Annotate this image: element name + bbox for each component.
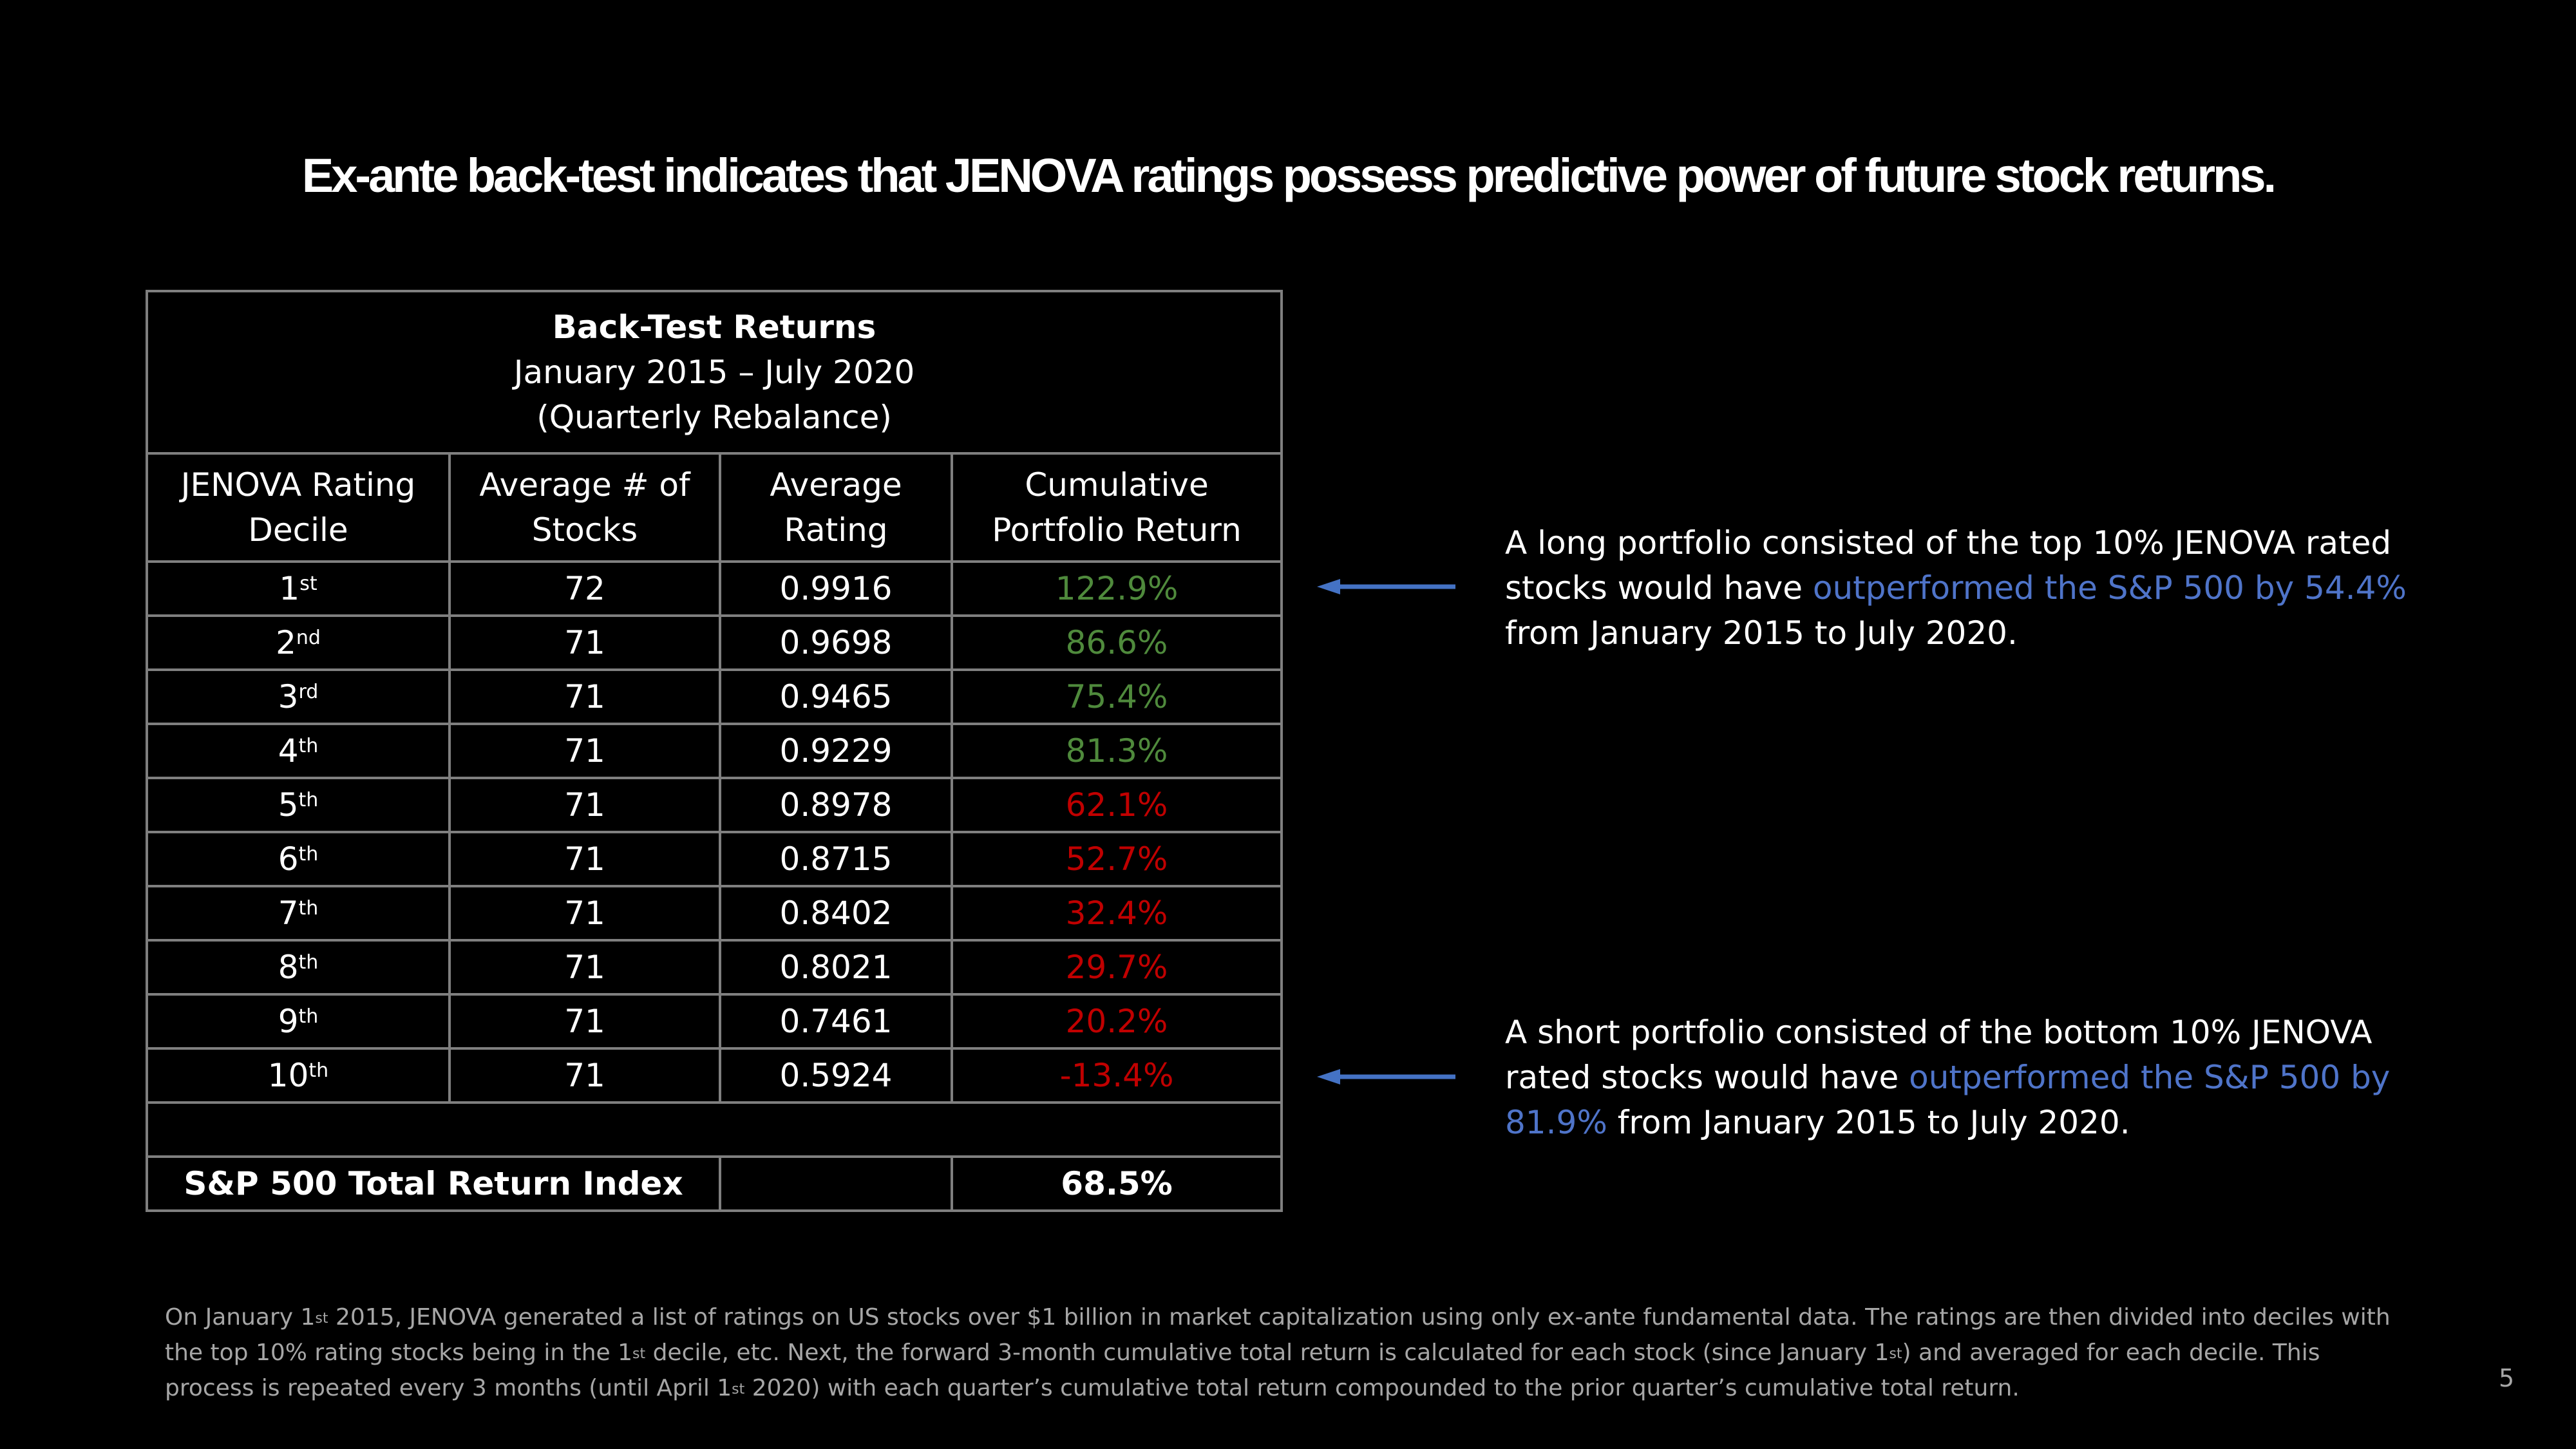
table-heading: Back-Test Returns bbox=[552, 308, 876, 346]
stocks-cell: 71 bbox=[448, 1047, 721, 1104]
benchmark-empty-cell bbox=[719, 1155, 953, 1212]
decile-cell: 6th bbox=[146, 831, 451, 887]
return-cell: 75.4% bbox=[950, 668, 1283, 725]
return-cell: 62.1% bbox=[950, 777, 1283, 833]
back-test-table: Back-Test Returns January 2015 – July 20… bbox=[145, 290, 1283, 1212]
return-cell: 20.2% bbox=[950, 993, 1283, 1050]
decile-cell: 10th bbox=[146, 1047, 451, 1104]
table-row: 9th 71 0.7461 20.2% bbox=[146, 993, 1283, 1050]
decile-cell: 4th bbox=[146, 723, 451, 779]
table-row: 3rd 71 0.9465 75.4% bbox=[146, 668, 1283, 725]
rating-cell: 0.8715 bbox=[719, 831, 953, 887]
short-portfolio-note: A short portfolio consisted of the botto… bbox=[1505, 1014, 2391, 1141]
decile-cell: 9th bbox=[146, 993, 451, 1050]
table-heading-cell: Back-Test Returns January 2015 – July 20… bbox=[145, 290, 1283, 455]
rating-cell: 0.9229 bbox=[719, 723, 953, 779]
table-row: 6th 71 0.8715 52.7% bbox=[146, 831, 1283, 887]
benchmark-row: S&P 500 Total Return Index 68.5% bbox=[146, 1155, 1283, 1212]
col-header-rating: Average Rating bbox=[719, 452, 953, 563]
decile-cell: 8th bbox=[146, 939, 451, 996]
arrow-left-icon bbox=[1317, 1069, 1455, 1084]
rating-cell: 0.9698 bbox=[719, 614, 953, 671]
rating-cell: 0.8402 bbox=[719, 885, 953, 942]
table-row: 4th 71 0.9229 81.3% bbox=[146, 723, 1283, 779]
table-row: 1st 72 0.9916 122.9% bbox=[146, 560, 1283, 617]
return-cell: 52.7% bbox=[950, 831, 1283, 887]
stocks-cell: 72 bbox=[448, 560, 721, 617]
table-row: 10th 71 0.5924 -13.4% bbox=[146, 1047, 1283, 1104]
decile-cell: 5th bbox=[146, 777, 451, 833]
methodology-footnote: On January 1st 2015, JENOVA generated a … bbox=[165, 1304, 2391, 1401]
rating-cell: 0.9916 bbox=[719, 560, 953, 617]
return-cell: 122.9% bbox=[950, 560, 1283, 617]
stocks-cell: 71 bbox=[448, 939, 721, 996]
table-row: 5th 71 0.8978 62.1% bbox=[146, 777, 1283, 833]
stocks-cell: 71 bbox=[448, 993, 721, 1050]
stocks-cell: 71 bbox=[448, 614, 721, 671]
return-cell: 86.6% bbox=[950, 614, 1283, 671]
decile-cell: 7th bbox=[146, 885, 451, 942]
slide-title: Ex-ante back-test indicates that JENOVA … bbox=[301, 149, 2277, 202]
stocks-cell: 71 bbox=[448, 777, 721, 833]
return-cell: -13.4% bbox=[950, 1047, 1283, 1104]
long-portfolio-note: A long portfolio consisted of the top 10… bbox=[1505, 524, 2407, 652]
long-outperformance-highlight: outperformed the S&P 500 by 54.4% bbox=[1812, 569, 2407, 607]
rating-cell: 0.8021 bbox=[719, 939, 953, 996]
col-header-decile: JENOVA Rating Decile bbox=[146, 452, 451, 563]
table-period: January 2015 – July 2020 bbox=[513, 354, 915, 391]
arrow-left-icon bbox=[1317, 579, 1455, 594]
col-header-stocks: Average # of Stocks bbox=[448, 452, 721, 563]
stocks-cell: 71 bbox=[448, 831, 721, 887]
return-cell: 29.7% bbox=[950, 939, 1283, 996]
page-number: 5 bbox=[2499, 1364, 2515, 1392]
rating-cell: 0.5924 bbox=[719, 1047, 953, 1104]
decile-cell: 1st bbox=[146, 560, 451, 617]
short-outperformance-highlight: outperformed the S&P 500 by bbox=[1909, 1059, 2391, 1096]
return-cell: 32.4% bbox=[950, 885, 1283, 942]
spacer-row bbox=[145, 1101, 1283, 1158]
stocks-cell: 71 bbox=[448, 723, 721, 779]
col-header-return: Cumulative Portfolio Return bbox=[950, 452, 1283, 563]
stocks-cell: 71 bbox=[448, 885, 721, 942]
benchmark-label: S&P 500 Total Return Index bbox=[146, 1155, 721, 1212]
rating-cell: 0.7461 bbox=[719, 993, 953, 1050]
table-rebalance: (Quarterly Rebalance) bbox=[536, 399, 892, 436]
return-cell: 81.3% bbox=[950, 723, 1283, 779]
benchmark-value: 68.5% bbox=[950, 1155, 1283, 1212]
table-row: 2nd 71 0.9698 86.6% bbox=[146, 614, 1283, 671]
column-header-row: JENOVA Rating Decile Average # of Stocks A… bbox=[146, 452, 1283, 563]
table-row: 7th 71 0.8402 32.4% bbox=[146, 885, 1283, 942]
decile-cell: 2nd bbox=[146, 614, 451, 671]
decile-cell: 3rd bbox=[146, 668, 451, 725]
rating-cell: 0.9465 bbox=[719, 668, 953, 725]
table-row: 8th 71 0.8021 29.7% bbox=[146, 939, 1283, 996]
rating-cell: 0.8978 bbox=[719, 777, 953, 833]
stocks-cell: 71 bbox=[448, 668, 721, 725]
